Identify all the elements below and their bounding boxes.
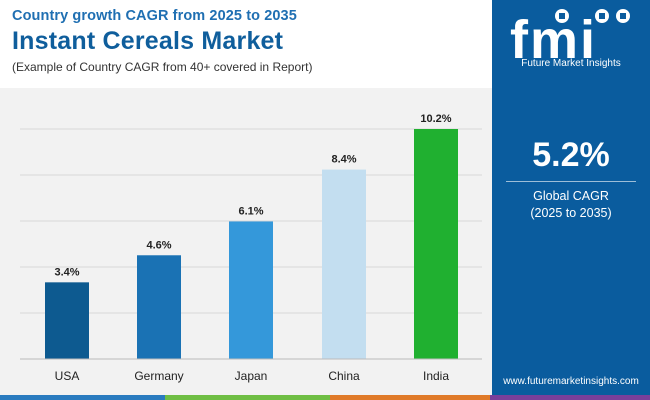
chart-title: Instant Cereals Market	[12, 27, 284, 55]
category-label: Germany	[134, 369, 183, 383]
footer-stripe-blue	[0, 395, 165, 400]
category-label: China	[328, 369, 360, 383]
bar-chart: 3.4% USA 4.6% Germany 6.1% Japan 8.4% China 10.2…	[20, 113, 482, 383]
value-label: 4.6%	[146, 239, 171, 251]
bar-japan	[229, 221, 273, 359]
global-cagr-label: Global CAGR	[533, 189, 609, 203]
cagr-divider	[506, 181, 636, 182]
value-label: 8.4%	[331, 154, 356, 166]
bar-usa	[45, 282, 89, 359]
svg-text:fmi: fmi	[510, 10, 597, 70]
bar-china	[322, 169, 366, 359]
bar-india	[414, 129, 458, 359]
value-label: 3.4%	[54, 266, 79, 278]
global-cagr-period: (2025 to 2035)	[530, 206, 612, 220]
footer-stripe-green	[165, 395, 330, 400]
global-cagr-value: 5.2%	[532, 136, 610, 174]
category-label: USA	[55, 369, 80, 383]
bar-germany	[137, 255, 181, 359]
chart-note: (Example of Country CAGR from 40+ covere…	[12, 60, 313, 74]
chart-subtitle: Country growth CAGR from 2025 to 2035	[12, 8, 297, 24]
category-label: Japan	[235, 369, 268, 383]
value-label: 10.2%	[420, 113, 451, 125]
website-link[interactable]: www.futuremarketinsights.com	[503, 376, 639, 387]
category-label: India	[423, 369, 449, 383]
value-label: 6.1%	[238, 205, 263, 217]
footer-stripe-orange	[330, 395, 490, 400]
fmi-logo-icon: fmi	[510, 9, 630, 70]
header: Country growth CAGR from 2025 to 2035 In…	[12, 8, 482, 74]
sidebar-panel: fmi Future Market Insights 5.2% Global C…	[492, 0, 650, 400]
logo-text: Future Market Insights	[521, 58, 621, 69]
footer-stripe-purple	[490, 395, 650, 400]
